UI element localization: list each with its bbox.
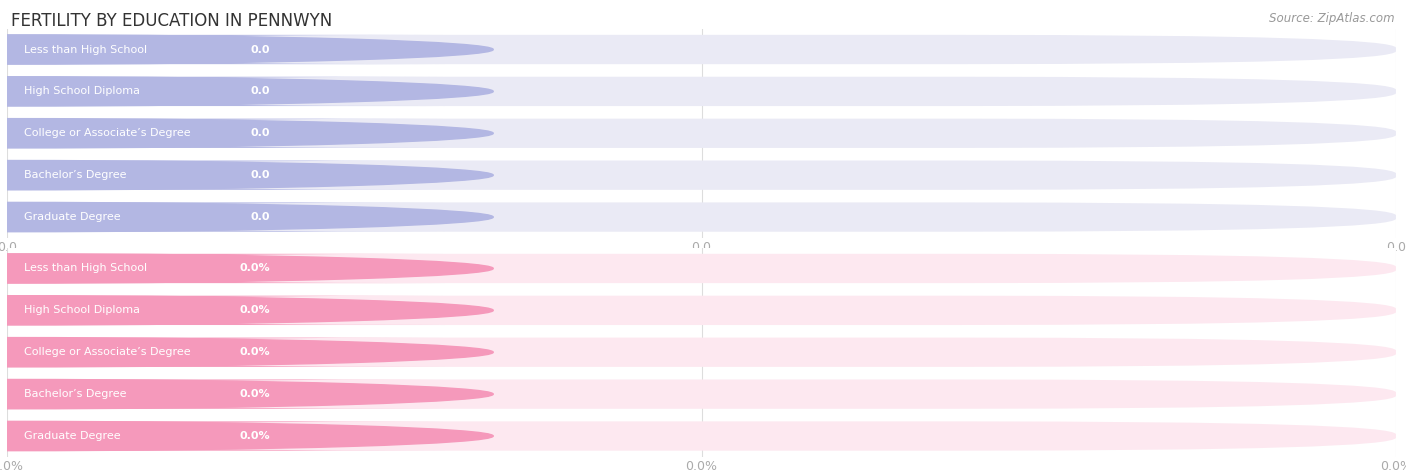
Circle shape [0,35,494,64]
Text: 0.0%: 0.0% [239,347,270,357]
Text: FERTILITY BY EDUCATION IN PENNWYN: FERTILITY BY EDUCATION IN PENNWYN [11,12,332,30]
FancyBboxPatch shape [0,119,444,148]
Circle shape [0,119,494,148]
FancyBboxPatch shape [0,296,444,325]
Circle shape [0,160,494,190]
Text: 0.0: 0.0 [250,86,270,97]
Circle shape [0,421,494,451]
FancyBboxPatch shape [0,35,444,64]
FancyBboxPatch shape [7,160,1396,190]
Text: Graduate Degree: Graduate Degree [24,431,121,441]
Circle shape [0,296,494,325]
Circle shape [0,254,494,283]
Text: Less than High School: Less than High School [24,44,146,55]
FancyBboxPatch shape [0,379,444,409]
FancyBboxPatch shape [7,254,1396,283]
Circle shape [0,379,494,409]
Text: 0.0: 0.0 [250,212,270,222]
Text: High School Diploma: High School Diploma [24,305,139,316]
Text: 0.0%: 0.0% [239,305,270,316]
FancyBboxPatch shape [7,421,1396,451]
FancyBboxPatch shape [0,160,444,190]
Text: High School Diploma: High School Diploma [24,86,139,97]
Circle shape [0,77,494,106]
FancyBboxPatch shape [7,35,1396,64]
Text: Less than High School: Less than High School [24,263,146,274]
Text: College or Associate’s Degree: College or Associate’s Degree [24,128,190,139]
FancyBboxPatch shape [0,77,444,106]
FancyBboxPatch shape [7,337,1396,367]
Text: 0.0: 0.0 [250,170,270,180]
Text: 0.0%: 0.0% [239,263,270,274]
Circle shape [0,337,494,367]
FancyBboxPatch shape [0,421,444,451]
Circle shape [0,202,494,232]
Text: 0.0: 0.0 [250,44,270,55]
Text: College or Associate’s Degree: College or Associate’s Degree [24,347,190,357]
FancyBboxPatch shape [0,337,444,367]
FancyBboxPatch shape [0,254,444,283]
Text: 0.0: 0.0 [250,128,270,139]
FancyBboxPatch shape [7,296,1396,325]
Text: 0.0%: 0.0% [239,389,270,399]
FancyBboxPatch shape [7,202,1396,232]
Text: Graduate Degree: Graduate Degree [24,212,121,222]
FancyBboxPatch shape [7,119,1396,148]
Text: Bachelor’s Degree: Bachelor’s Degree [24,389,127,399]
FancyBboxPatch shape [0,202,444,232]
FancyBboxPatch shape [7,77,1396,106]
Text: Bachelor’s Degree: Bachelor’s Degree [24,170,127,180]
Text: Source: ZipAtlas.com: Source: ZipAtlas.com [1270,12,1395,25]
Text: 0.0%: 0.0% [239,431,270,441]
FancyBboxPatch shape [7,379,1396,409]
